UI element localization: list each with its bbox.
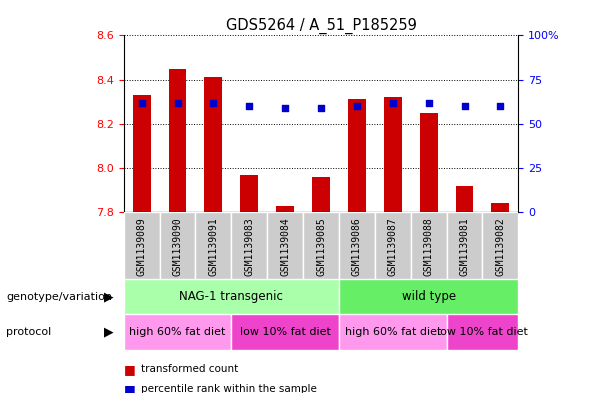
Text: GSM1139083: GSM1139083 bbox=[244, 218, 254, 276]
Point bbox=[280, 105, 290, 111]
Text: high 60% fat diet: high 60% fat diet bbox=[130, 327, 226, 337]
Bar bbox=[124, 212, 160, 279]
Text: ▶: ▶ bbox=[104, 325, 114, 339]
Bar bbox=[339, 314, 446, 350]
Bar bbox=[455, 186, 474, 212]
Text: GSM1139086: GSM1139086 bbox=[352, 218, 362, 276]
Point bbox=[460, 103, 469, 109]
Bar bbox=[204, 77, 223, 212]
Point bbox=[209, 99, 218, 106]
Point bbox=[352, 103, 362, 109]
Bar bbox=[168, 68, 187, 212]
Text: GSM1139085: GSM1139085 bbox=[316, 218, 326, 276]
Point bbox=[173, 99, 182, 106]
Bar bbox=[348, 99, 366, 212]
Bar bbox=[231, 314, 339, 350]
Text: GSM1139089: GSM1139089 bbox=[137, 218, 147, 276]
Bar bbox=[482, 212, 518, 279]
Text: GSM1139081: GSM1139081 bbox=[459, 218, 469, 276]
Bar bbox=[240, 174, 258, 212]
Bar bbox=[491, 204, 509, 212]
Text: wild type: wild type bbox=[402, 290, 456, 303]
Point bbox=[388, 99, 398, 106]
Text: ▶: ▶ bbox=[104, 290, 114, 303]
Text: ■: ■ bbox=[124, 363, 135, 376]
Bar bbox=[196, 212, 231, 279]
Bar bbox=[312, 177, 330, 212]
Text: protocol: protocol bbox=[6, 327, 51, 337]
Bar bbox=[267, 212, 303, 279]
Text: GSM1139088: GSM1139088 bbox=[423, 218, 434, 276]
Bar bbox=[339, 212, 375, 279]
Bar bbox=[339, 279, 518, 314]
Text: low 10% fat diet: low 10% fat diet bbox=[437, 327, 528, 337]
Text: percentile rank within the sample: percentile rank within the sample bbox=[141, 384, 317, 393]
Text: GSM1139091: GSM1139091 bbox=[209, 218, 219, 276]
Point bbox=[424, 99, 434, 106]
Point bbox=[316, 105, 326, 111]
Text: low 10% fat diet: low 10% fat diet bbox=[240, 327, 330, 337]
Bar bbox=[160, 212, 196, 279]
Bar bbox=[124, 279, 339, 314]
Bar bbox=[419, 113, 438, 212]
Bar bbox=[375, 212, 411, 279]
Bar bbox=[133, 95, 151, 212]
Text: GSM1139087: GSM1139087 bbox=[388, 218, 398, 276]
Bar bbox=[124, 314, 231, 350]
Bar bbox=[446, 314, 518, 350]
Text: GSM1139084: GSM1139084 bbox=[280, 218, 290, 276]
Title: GDS5264 / A_51_P185259: GDS5264 / A_51_P185259 bbox=[226, 18, 416, 34]
Bar bbox=[446, 212, 482, 279]
Point bbox=[137, 99, 146, 106]
Bar bbox=[384, 97, 402, 212]
Text: high 60% fat diet: high 60% fat diet bbox=[345, 327, 441, 337]
Text: NAG-1 transgenic: NAG-1 transgenic bbox=[180, 290, 283, 303]
Bar bbox=[276, 206, 294, 212]
Point bbox=[496, 103, 505, 109]
Point bbox=[244, 103, 254, 109]
Text: genotype/variation: genotype/variation bbox=[6, 292, 112, 302]
Text: transformed count: transformed count bbox=[141, 364, 239, 375]
Bar bbox=[411, 212, 446, 279]
Text: ■: ■ bbox=[124, 382, 135, 393]
Bar bbox=[231, 212, 267, 279]
Bar bbox=[303, 212, 339, 279]
Text: GSM1139082: GSM1139082 bbox=[495, 218, 505, 276]
Text: GSM1139090: GSM1139090 bbox=[173, 218, 183, 276]
